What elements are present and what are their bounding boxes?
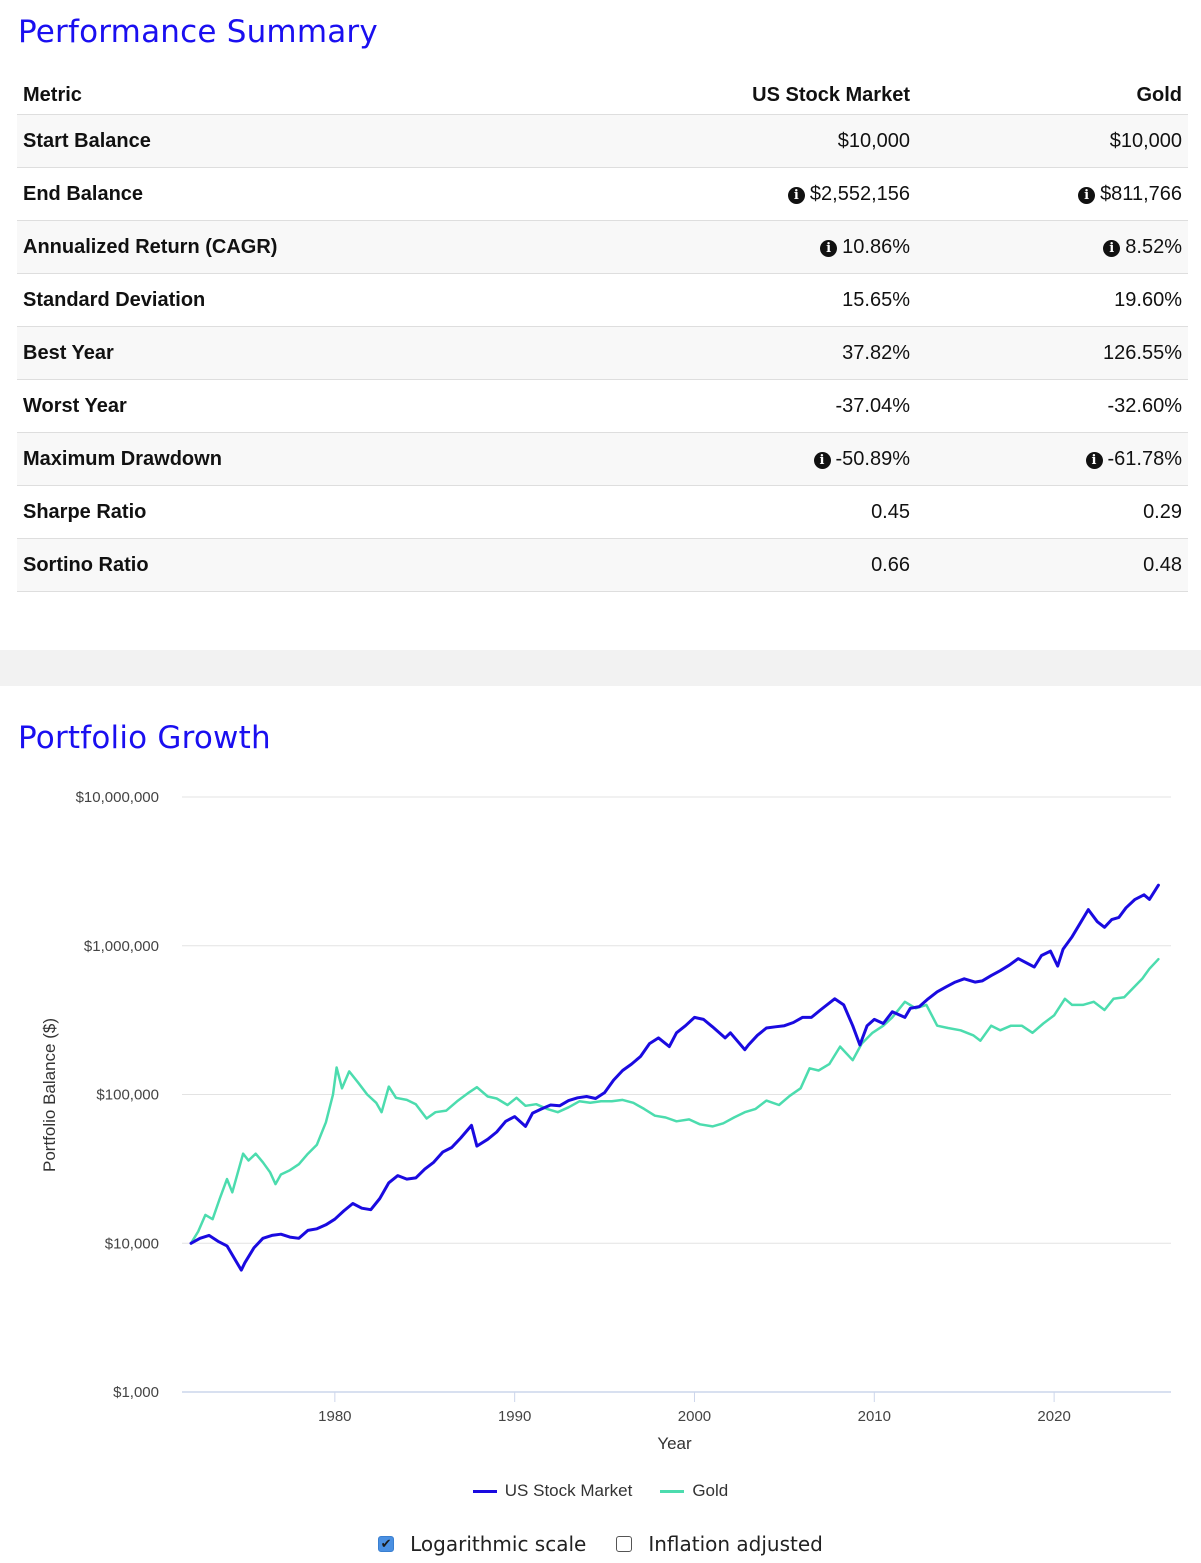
portfolio-growth-title: Portfolio Growth xyxy=(18,720,271,756)
value-text: $811,766 xyxy=(1100,182,1182,205)
value-text: -32.60% xyxy=(1107,394,1183,417)
inflation-adjusted-label: Inflation adjusted xyxy=(648,1532,823,1556)
value-text: -37.04% xyxy=(835,394,911,417)
performance-summary-table: Metric US Stock Market Gold Start Balanc… xyxy=(17,76,1188,592)
value-text: $10,000 xyxy=(837,129,910,152)
gold-value: 126.55% xyxy=(916,326,1188,380)
series-line-gold xyxy=(189,957,1160,1245)
us-stock-market-value: 37.82% xyxy=(566,326,916,380)
metric-name: Sortino Ratio xyxy=(17,538,567,592)
portfolio-growth-chart: $1,000 $10,000 $100,000 $1,000,000 $10,000,0… xyxy=(40,789,1171,1453)
metric-name: Standard Deviation xyxy=(17,273,567,327)
metric-name: Sharpe Ratio xyxy=(17,485,567,539)
metric-name: Start Balance xyxy=(17,114,567,168)
us-stock-market-value: i $2,552,156 xyxy=(566,167,916,221)
us-stock-market-value: $10,000 xyxy=(566,114,916,168)
column-header-gold: Gold xyxy=(916,76,1188,115)
logarithmic-scale-label: Logarithmic scale xyxy=(410,1532,587,1556)
y-tick-label: $100,000 xyxy=(96,1087,159,1104)
us-stock-market-value: i 10.86% xyxy=(566,220,916,274)
legend-item-us-stock-market[interactable]: US Stock Market xyxy=(472,1481,633,1501)
gold-value: i 8.52% xyxy=(916,220,1188,274)
performance-summary-title: Performance Summary xyxy=(18,14,378,50)
value-text: 0.66 xyxy=(871,553,910,576)
chart-legend: US Stock Market Gold xyxy=(0,1481,1201,1501)
legend-swatch-gold xyxy=(660,1489,685,1493)
value-text: 19.60% xyxy=(1114,288,1182,311)
value-text: 0.29 xyxy=(1143,500,1182,523)
us-stock-market-value: -37.04% xyxy=(566,379,916,433)
gold-value: 0.48 xyxy=(916,538,1188,592)
y-tick-label: $1,000 xyxy=(113,1384,159,1401)
value-text: 0.48 xyxy=(1143,553,1182,576)
value-text: 10.86% xyxy=(842,235,910,258)
value-text: 37.82% xyxy=(842,341,910,364)
metric-name: Best Year xyxy=(17,326,567,380)
table-row: Maximum Drawdown i -50.89% i -61.78% xyxy=(17,432,1188,486)
x-tick-label: 2020 xyxy=(1037,1408,1070,1425)
logarithmic-scale-toggle[interactable]: ✔ Logarithmic scale xyxy=(378,1532,586,1556)
info-circle-icon[interactable]: i xyxy=(820,239,838,257)
value-text: -50.89% xyxy=(835,447,911,470)
inflation-adjusted-toggle[interactable]: Inflation adjusted xyxy=(616,1532,823,1556)
gold-value: i -61.78% xyxy=(916,432,1188,486)
table-row: Start Balance $10,000 $10,000 xyxy=(17,114,1188,168)
us-stock-market-value: 0.66 xyxy=(566,538,916,592)
legend-swatch-us-stock-market xyxy=(472,1489,497,1493)
us-stock-market-value: 0.45 xyxy=(566,485,916,539)
us-stock-market-value: i -50.89% xyxy=(566,432,916,486)
us-stock-market-value: 15.65% xyxy=(566,273,916,327)
table-row: Best Year 37.82% 126.55% xyxy=(17,326,1188,380)
logarithmic-scale-checkbox[interactable]: ✔ xyxy=(378,1536,395,1552)
x-tick-label: 1990 xyxy=(498,1408,531,1425)
column-header-us-stock-market: US Stock Market xyxy=(566,76,916,115)
info-circle-icon[interactable]: i xyxy=(787,186,805,204)
table-row: Standard Deviation 15.65% 19.60% xyxy=(17,273,1188,327)
y-tick-label: $1,000,000 xyxy=(84,938,159,955)
y-tick-label: $10,000,000 xyxy=(76,789,159,806)
info-circle-icon[interactable]: i xyxy=(1085,451,1103,469)
gold-value: -32.60% xyxy=(916,379,1188,433)
gold-value: $10,000 xyxy=(916,114,1188,168)
value-text: 15.65% xyxy=(842,288,910,311)
table-row: Annualized Return (CAGR) i 10.86% i 8.52% xyxy=(17,220,1188,274)
x-tick-label: 2010 xyxy=(858,1408,891,1425)
value-text: -61.78% xyxy=(1107,447,1183,470)
inflation-adjusted-checkbox[interactable] xyxy=(616,1536,633,1552)
table-header-row: Metric US Stock Market Gold xyxy=(17,76,1188,115)
metric-name: Annualized Return (CAGR) xyxy=(17,220,567,274)
gold-value: 0.29 xyxy=(916,485,1188,539)
x-tick-label: 2000 xyxy=(678,1408,711,1425)
x-axis-title: Year xyxy=(657,1434,692,1453)
value-text: 0.45 xyxy=(871,500,910,523)
x-tick-label: 1980 xyxy=(318,1408,351,1425)
value-text: 8.52% xyxy=(1125,235,1182,258)
metric-name: Maximum Drawdown xyxy=(17,432,567,486)
table-row: Sharpe Ratio 0.45 0.29 xyxy=(17,485,1188,539)
value-text: 126.55% xyxy=(1103,341,1182,364)
metric-name: Worst Year xyxy=(17,379,567,433)
metric-name: End Balance xyxy=(17,167,567,221)
info-circle-icon[interactable]: i xyxy=(1103,239,1121,257)
section-divider-band xyxy=(0,650,1201,686)
y-tick-label: $10,000 xyxy=(105,1235,159,1252)
series-line-us-stock-market xyxy=(189,883,1160,1272)
table-row: End Balance i $2,552,156 i $811,766 xyxy=(17,167,1188,221)
gold-value: 19.60% xyxy=(916,273,1188,327)
info-circle-icon[interactable]: i xyxy=(813,451,831,469)
table-row: Sortino Ratio 0.66 0.48 xyxy=(17,538,1188,592)
chart-controls: ✔ Logarithmic scale Inflation adjusted xyxy=(0,1532,1201,1556)
legend-label-us-stock-market: US Stock Market xyxy=(504,1481,633,1500)
value-text: $2,552,156 xyxy=(809,182,910,205)
y-axis-title: Portfolio Balance ($) xyxy=(40,1018,59,1172)
column-header-metric: Metric xyxy=(17,76,567,115)
table-row: Worst Year -37.04% -32.60% xyxy=(17,379,1188,433)
legend-label-gold: Gold xyxy=(692,1481,729,1500)
info-circle-icon[interactable]: i xyxy=(1078,186,1096,204)
value-text: $10,000 xyxy=(1109,129,1182,152)
legend-item-gold[interactable]: Gold xyxy=(660,1481,728,1501)
gold-value: i $811,766 xyxy=(916,167,1188,221)
